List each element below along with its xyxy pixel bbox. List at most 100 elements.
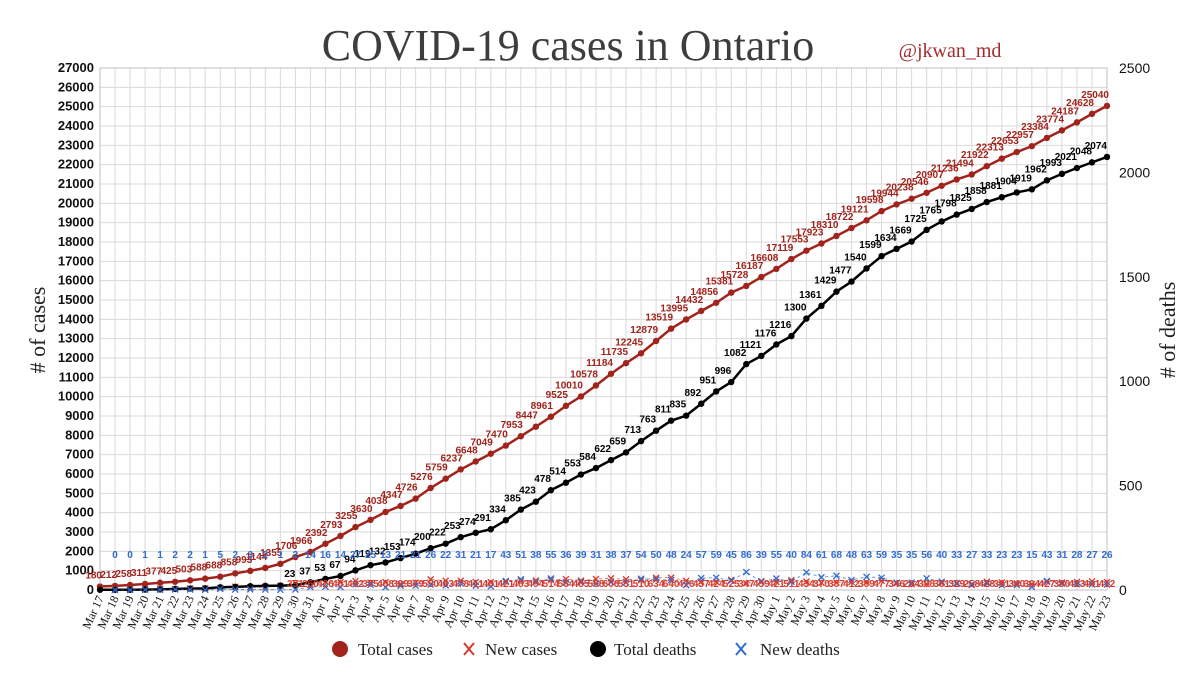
total-deaths-point [1028,186,1036,193]
new-deaths-point [1103,581,1111,589]
legend-item-new-cases: New cases [463,640,557,659]
total-cases-data-label: 8961 [531,401,554,412]
total-cases-point [577,393,585,400]
y-left-tick-label: 24000 [58,118,94,133]
total-deaths-data-label: 1599 [859,240,882,251]
total-cases-point [983,162,990,170]
total-cases-data-label: 22957 [1006,130,1034,141]
y-left-tick-label: 4000 [65,505,94,520]
author-handle: @jkwan_md [899,40,1002,62]
total-cases-point [517,433,525,440]
total-cases-point [697,307,705,315]
y-left-tick-label: 16000 [58,273,94,288]
new-deaths-data-label: 22 [440,550,452,561]
total-cases-point [532,423,540,430]
total-cases-point [833,232,840,240]
total-cases-data-label: 21236 [931,163,959,174]
total-cases-point [171,578,179,585]
total-deaths-data-label: 1993 [1040,158,1063,169]
total-cases-data-label: 1355 [260,548,283,559]
y-left-tick-label: 10000 [58,389,94,404]
y-left-tick-label: 11000 [59,369,94,384]
total-cases-data-label: 11184 [586,358,613,369]
new-cases-data-label: 478 [452,579,469,590]
new-cases-data-label: 434 [798,579,815,590]
total-deaths-point [96,586,104,593]
new-cases-data-label: 483 [437,579,454,590]
total-deaths-point [713,388,720,395]
total-cases-data-label: 4347 [380,490,403,501]
new-deaths-data-label: 5 [217,550,223,561]
total-cases-point [1103,102,1111,110]
total-cases-data-label: 23774 [1036,114,1064,125]
total-cases-data-label: 17119 [766,243,794,254]
y-left-tick-label: 12000 [58,350,94,365]
new-deaths-data-label: 2 [187,550,193,561]
total-deaths-point [322,575,329,583]
total-cases-data-label: 18310 [811,220,839,231]
total-cases-data-label: 9525 [546,390,569,401]
new-deaths-data-label: 21 [395,550,407,561]
new-deaths-point [397,582,405,590]
total-deaths-point [758,352,765,360]
total-deaths-point [502,517,510,524]
new-deaths-point [547,575,555,582]
total-cases-point [622,359,630,367]
y-right-tick-label: 2500 [1119,60,1150,76]
total-cases-point [156,579,164,586]
new-deaths-point [412,582,420,590]
new-deaths-data-label: 37 [620,550,632,561]
total-deaths-point [667,417,675,424]
new-deaths-point [983,579,991,587]
total-cases-point [217,573,224,580]
new-cases-data-label: 260 [302,579,319,590]
total-cases-data-label: 17553 [781,235,809,246]
new-cases-data-label: 340 [1008,579,1025,590]
new-cases-data-label: 514 [543,579,560,590]
total-cases-data-label: 21922 [961,150,989,161]
total-deaths-data-label: 274 [459,517,476,528]
total-cases-point [352,523,359,531]
total-deaths-data-label: 584 [579,452,596,463]
total-deaths-point [442,540,449,547]
total-cases-data-label: 20907 [916,170,944,181]
new-cases-point [427,575,435,583]
total-deaths-data-label: 385 [504,494,521,505]
new-deaths-data-label: 26 [425,550,437,561]
total-deaths-data-label: 1540 [844,252,867,263]
total-cases-point [878,207,885,215]
new-deaths-data-label: 14 [305,550,317,561]
y-left-tick-label: 2000 [65,543,94,558]
new-deaths-point [367,581,374,589]
new-cases-data-label: 351 [287,579,304,590]
total-cases-data-label: 20238 [886,183,914,194]
new-cases-data-label: 437 [693,579,710,590]
total-deaths-data-label: 174 [399,538,416,549]
total-cases-data-label: 993 [236,555,253,566]
new-deaths-point [712,574,720,582]
total-cases-point [472,458,479,465]
new-deaths-data-label: 68 [831,550,843,561]
new-cases-point [382,578,390,586]
total-deaths-data-label: 23 [284,569,296,580]
total-deaths-point [186,585,194,592]
total-cases-point [412,495,419,502]
new-cases-point [833,579,840,586]
new-deaths-point [502,577,510,585]
total-cases-data-label: 425 [160,566,177,577]
y-right-tick-label: 2000 [1119,164,1150,180]
total-cases-point [1028,142,1036,150]
total-deaths-point [472,529,479,536]
new-deaths-data-label: 33 [981,550,993,561]
new-deaths-data-label: 39 [756,550,768,561]
new-deaths-point [772,575,780,582]
new-deaths-point [727,577,735,585]
new-deaths-point [111,586,119,594]
new-cases-data-label: 551 [618,579,635,590]
total-deaths-data-label: 53 [314,563,326,574]
new-cases-data-label: 459 [753,579,770,590]
new-deaths-point [787,578,795,586]
total-deaths-data-label: 892 [685,388,702,399]
new-deaths-point [337,583,344,591]
new-cases-point [863,578,870,586]
